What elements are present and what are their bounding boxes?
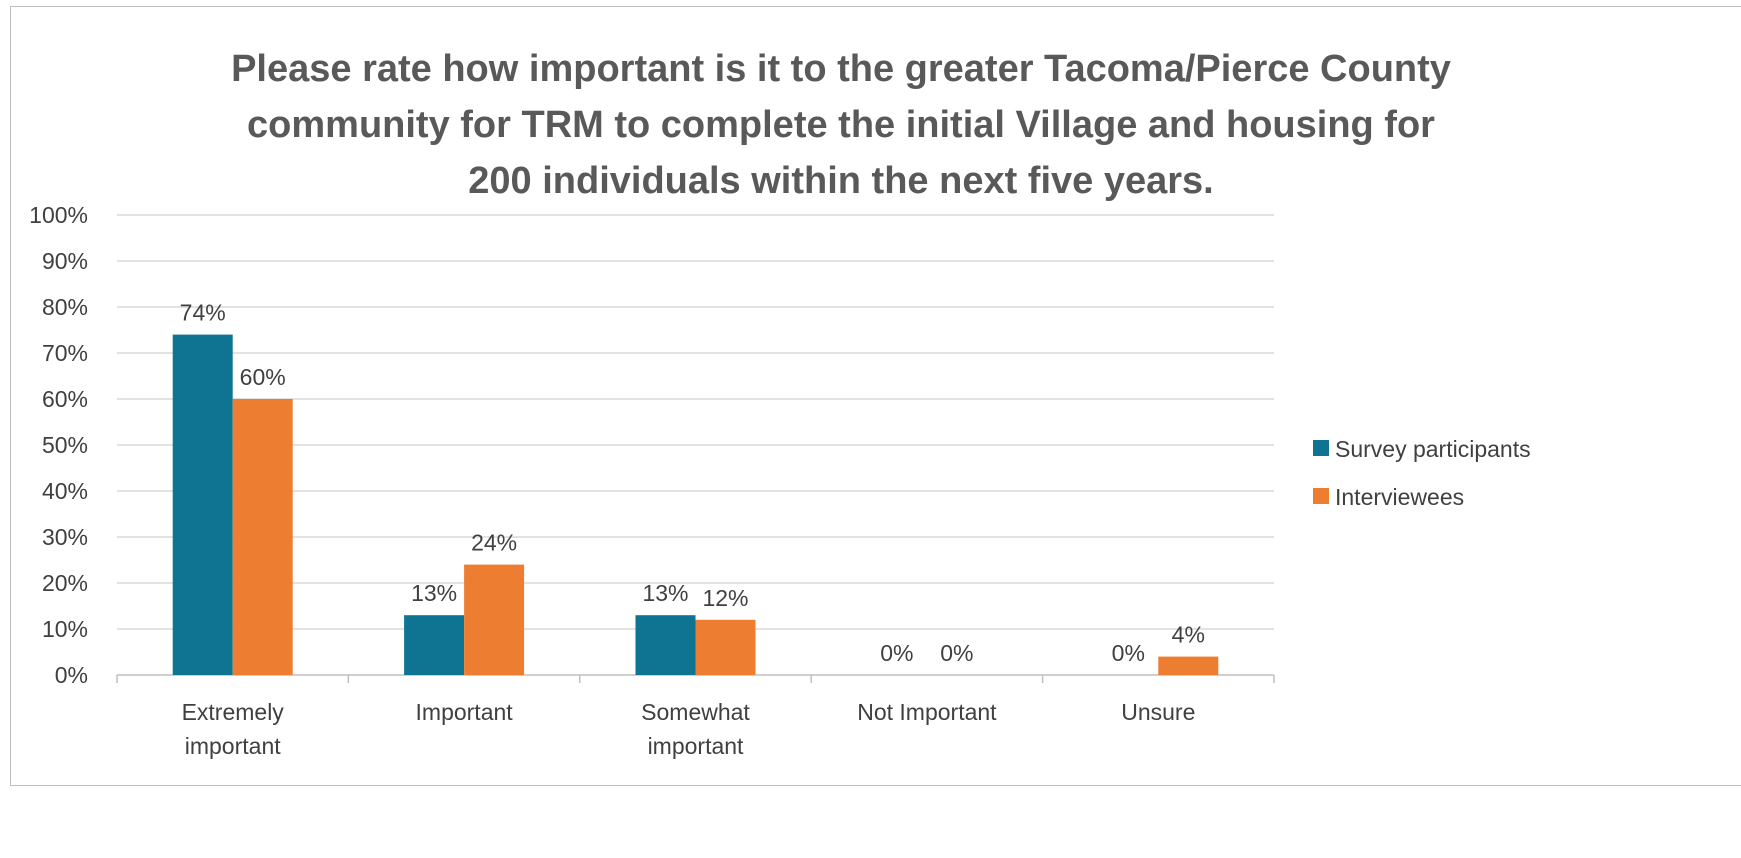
y-tick-label: 90% <box>42 248 88 274</box>
bar-interviewees <box>464 564 525 675</box>
y-tick-label: 60% <box>42 386 88 412</box>
legend-swatch <box>1313 440 1329 456</box>
bar-survey-participants <box>404 615 465 675</box>
y-tick-label: 50% <box>42 432 88 458</box>
chart-title: Please rate how important is it to the g… <box>231 48 1451 202</box>
x-category-label: Not Important <box>857 699 997 725</box>
data-label: 24% <box>471 530 517 556</box>
x-category-label: important <box>185 733 281 759</box>
data-label: 0% <box>1112 640 1145 666</box>
data-label: 4% <box>1172 622 1205 648</box>
y-tick-label: 40% <box>42 478 88 504</box>
x-category-label: important <box>648 733 744 759</box>
x-category-label: Unsure <box>1121 699 1195 725</box>
y-tick-label: 100% <box>29 202 88 228</box>
bar-interviewees <box>232 399 293 675</box>
data-label: 60% <box>240 364 286 390</box>
y-tick-label: 20% <box>42 570 88 596</box>
data-label: 13% <box>642 580 688 606</box>
y-tick-label: 30% <box>42 524 88 550</box>
data-label: 0% <box>880 640 913 666</box>
y-tick-label: 10% <box>42 616 88 642</box>
data-label: 0% <box>940 640 973 666</box>
legend-label: Survey participants <box>1335 436 1531 462</box>
x-category-label: Extremely <box>182 699 285 725</box>
x-category-label: Important <box>416 699 514 725</box>
legend-swatch <box>1313 488 1329 504</box>
bar-interviewees <box>1158 656 1219 675</box>
data-label: 74% <box>180 300 226 326</box>
bar-survey-participants <box>635 615 696 675</box>
bar-survey-participants <box>172 334 233 675</box>
bar-interviewees <box>695 619 756 675</box>
y-tick-label: 80% <box>42 294 88 320</box>
legend-label: Interviewees <box>1335 484 1464 510</box>
y-tick-label: 70% <box>42 340 88 366</box>
data-label: 13% <box>411 580 457 606</box>
data-label: 12% <box>702 585 748 611</box>
x-category-label: Somewhat <box>641 699 750 725</box>
y-tick-label: 0% <box>55 662 88 688</box>
chart-frame: Please rate how important is it to the g… <box>10 6 1741 786</box>
